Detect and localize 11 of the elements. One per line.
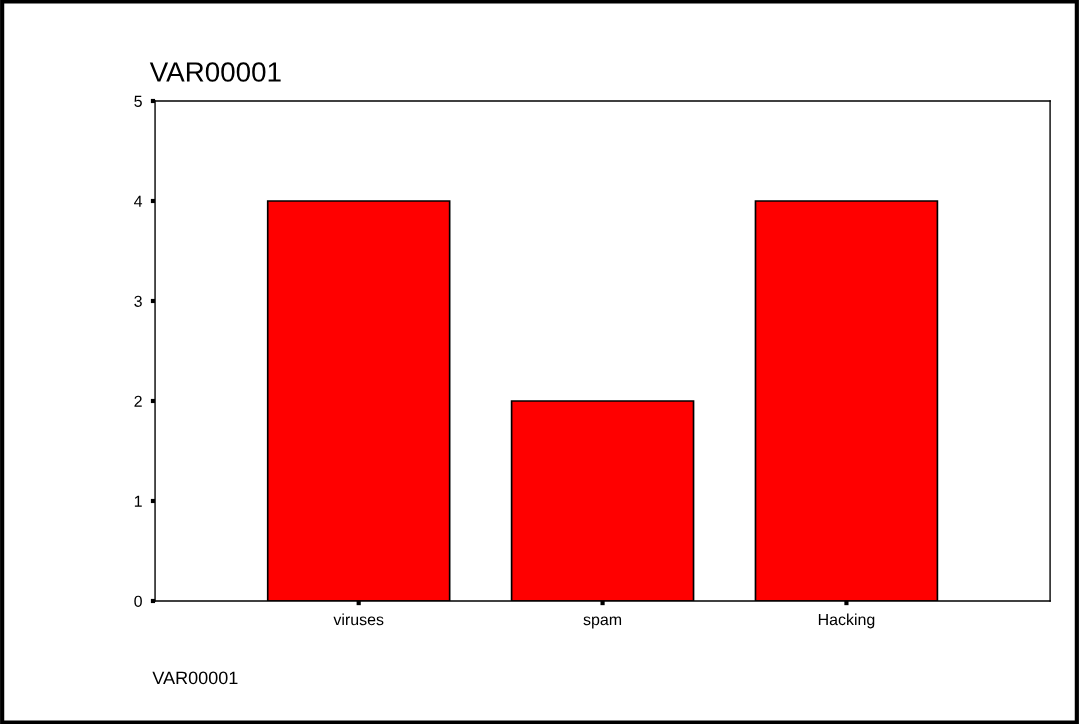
y-tick-label: 2: [134, 395, 142, 407]
y-tick-label: 5: [134, 95, 142, 107]
y-tick-label: 0: [134, 595, 142, 607]
x-axis-title: VAR00001: [152, 671, 238, 685]
y-tick-label: 4: [134, 195, 143, 207]
y-tick-label: 1: [134, 495, 142, 507]
x-tick-label: spam: [583, 616, 622, 629]
x-tick-label: Hacking: [818, 613, 875, 629]
x-tick-label: viruses: [333, 613, 384, 626]
chart-title: VAR00001: [149, 62, 281, 82]
y-tick-label: 3: [134, 295, 142, 307]
